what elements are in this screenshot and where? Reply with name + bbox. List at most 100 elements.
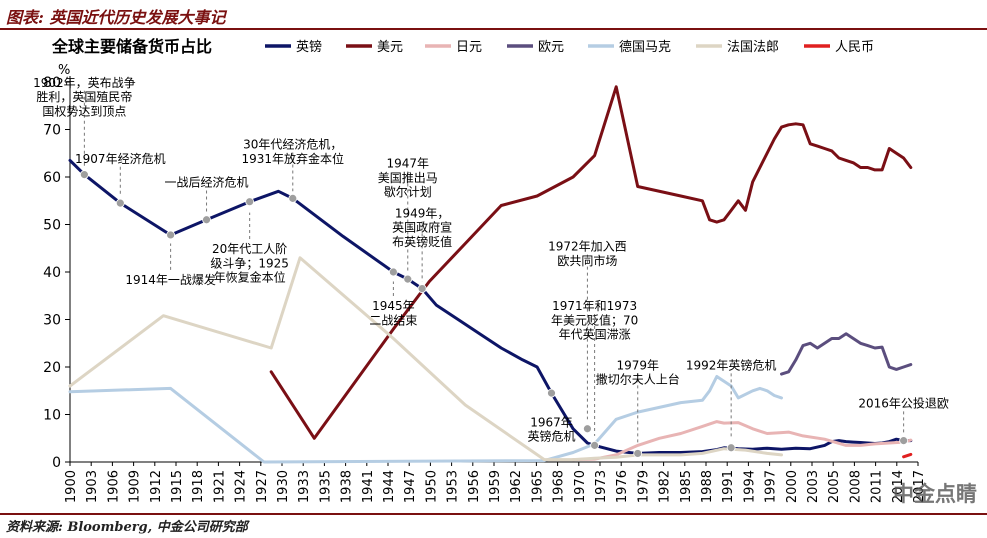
annotation-text: 英镑危机 [527,429,575,444]
x-tick-label: 1985 [679,470,694,503]
header-rule [0,28,987,30]
marker-layer [79,170,909,458]
annotation-text: 1902年，英布战争 [33,76,136,90]
y-tick-label: 70 [43,123,61,139]
event-marker [583,424,592,434]
annotation-text: 年恢复金本位 [214,270,286,285]
x-tick-label: 1924 [234,470,249,503]
legend-label: 德国马克 [619,40,671,55]
event-marker [288,193,298,203]
watermark: 中金点睛 [893,482,977,506]
annotation-text: 1907年经济危机 [75,151,166,166]
x-tick-label: 1912 [149,470,164,503]
x-tick-label: 2014 [891,470,906,503]
x-tick-label: 1915 [170,470,185,503]
annotation-text: 1914年一战爆发 [125,272,216,287]
x-tick-label: 1921 [212,470,227,503]
y-tick-label: 40 [43,265,61,281]
series-line-英镑 [68,158,913,455]
series-line-欧元 [780,332,913,376]
annotation-text: 1949年， [395,206,450,220]
y-tick-label: 0 [52,455,61,471]
annotation-text: 2016年公投退欧 [858,395,949,410]
annotation-text: 撒切尔夫人上台 [596,372,680,387]
x-tick-label: 1968 [552,470,567,503]
annotation-text: 1972年加入西 [548,240,627,254]
event-marker [547,388,556,398]
annotation-text: 美国推出马 [378,171,438,185]
event-marker [417,284,427,294]
event-marker [202,215,211,225]
header-title: 图表: 英国近代历史发展大事记 [6,8,226,27]
x-tick-label: 2017 [912,470,927,503]
x-tick-label: 1982 [658,470,673,503]
event-marker [79,170,89,180]
y-tick-label: 10 [43,408,61,424]
y-axis-unit: % [58,63,70,78]
chart-title: 全球主要储备货币占比 [51,37,212,56]
event-marker [726,443,736,453]
legend-label: 美元 [377,40,403,55]
series-line-美元 [269,85,913,440]
annotation-text: 30年代经济危机， [243,137,342,152]
y-tick-label: 60 [43,170,61,186]
event-marker [245,197,255,207]
annotation-text: 20年代工人阶 [212,242,287,256]
footer-rule [0,513,987,515]
annotation-text: 级斗争；1925 [210,256,289,270]
annotation-text: 胜利，英国殖民帝 [36,89,132,104]
annotation-text: 1947年 [386,157,429,171]
x-tick-label: 1906 [106,470,121,503]
axes: 0 10 20 30 40 50 60 70 80 1900 1903 1906 1909 1912 191… [43,75,927,503]
event-marker [115,198,125,208]
y-tick-label: 80 [43,75,61,91]
x-tick-label: 1935 [318,470,333,503]
annotation-text: 二战结束 [369,313,417,327]
x-tick-label: 1965 [530,470,545,503]
legend-label: 人民币 [835,40,874,55]
legend-label: 法国法郎 [727,40,779,55]
annotation-text: 1931年放弃金本位 [242,151,345,166]
x-tick-label: 1953 [446,470,461,503]
annotation-text: 1967年 [530,415,573,429]
annotation-text: 1971年和1973 [552,299,637,313]
x-tick-label: 1909 [128,470,143,503]
series-line-人民币 [902,452,913,459]
annotation-text: 年代英国滞涨 [559,327,631,342]
footer-source: 资料来源: Bloomberg, 中金公司研究部 [6,520,248,535]
event-marker [403,274,413,284]
x-tick-label: 1950 [424,470,439,503]
annotation-text: 欧共同市场 [557,253,617,268]
legend-label: 英镑 [296,39,322,55]
x-tick-label: 2011 [870,470,885,503]
x-tick-label: 1903 [85,470,100,503]
x-tick-label: 1941 [361,470,376,503]
x-tick-label: 1918 [191,470,206,503]
legend-label: 欧元 [538,40,564,55]
event-marker [633,449,643,458]
x-tick-label: 1976 [615,470,630,503]
x-tick-label: 1997 [764,470,779,503]
event-marker [899,436,909,446]
annotation-text: 国权势达到顶点 [42,104,126,118]
x-tick-label: 2003 [806,470,821,503]
y-tick-label: 50 [43,218,61,234]
annotation-text: 1992年英镑危机 [686,357,777,372]
x-tick-label: 1900 [64,470,79,503]
annotation-text: 歇尔计划 [384,184,432,199]
event-marker [388,267,398,277]
x-tick-label: 2008 [848,470,863,503]
event-marker [590,440,600,450]
legend: 英镑 美元 日元 欧元 德国马克 法国法郎 人民币 [265,39,874,55]
annotation-text: 英国政府宣 [392,220,452,235]
x-tick-label: 1927 [255,470,270,503]
x-tick-label: 1962 [509,470,524,503]
chart: 全球主要储备货币占比 英镑 美元 日元 欧元 德国马克 法国法郎 人民币 % 0 10 20 30… [33,37,949,503]
y-tick-label: 30 [43,313,61,329]
y-tick-label: 20 [43,360,61,376]
annotation-text: 1945年 [372,299,415,313]
x-tick-label: 1970 [573,470,588,503]
x-tick-label: 2000 [785,470,800,503]
x-tick-label: 1959 [488,470,503,503]
